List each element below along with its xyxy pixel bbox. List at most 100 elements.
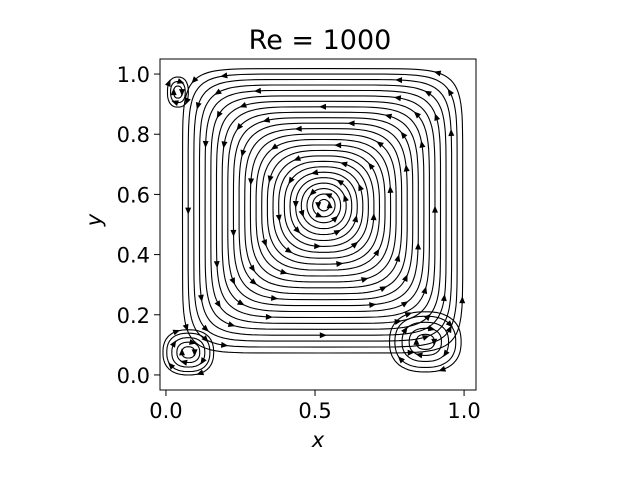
streamline-arrow bbox=[284, 246, 293, 254]
streamline-arrow bbox=[326, 201, 333, 209]
streamline bbox=[198, 84, 447, 336]
x-axis-label: x bbox=[311, 428, 325, 452]
streamline-arrow bbox=[370, 213, 377, 221]
streamline-arrow bbox=[395, 77, 403, 84]
streamline-arrow bbox=[434, 113, 441, 121]
streamline bbox=[289, 171, 358, 242]
streamline-arrow bbox=[213, 261, 220, 269]
streamline-arrow bbox=[265, 313, 273, 320]
streamline-arrow bbox=[239, 102, 247, 108]
x-axis-ticks: 0.0 0.5 1.0 bbox=[149, 390, 481, 423]
streamline-arrow bbox=[293, 226, 301, 234]
streamline-arrow bbox=[319, 332, 327, 339]
streamline-arrow bbox=[182, 323, 189, 332]
y-axis-label: y bbox=[82, 213, 106, 227]
streamline-arrow bbox=[376, 141, 384, 148]
streamline-arrow bbox=[394, 319, 402, 325]
streamline bbox=[166, 76, 189, 108]
streamline-arrow bbox=[220, 72, 228, 79]
streamline bbox=[238, 122, 408, 295]
streamline-arrow bbox=[185, 207, 192, 215]
y-tick-label: 0.8 bbox=[117, 123, 150, 147]
x-tick-label: 1.0 bbox=[447, 399, 480, 423]
streamline-arrow bbox=[171, 100, 179, 106]
streamline-arrow bbox=[350, 241, 359, 249]
streamline-arrow bbox=[369, 302, 377, 308]
streamline-arrow bbox=[309, 188, 317, 196]
streamline bbox=[317, 198, 331, 212]
streamline-arrow bbox=[334, 142, 342, 149]
streamline-arrow bbox=[237, 299, 245, 306]
streamline-arrow bbox=[433, 70, 442, 77]
streamline-arrow bbox=[352, 215, 359, 223]
streamline-arrow bbox=[343, 194, 349, 202]
streamline bbox=[255, 138, 392, 277]
streamline-arrow bbox=[165, 79, 171, 87]
streamline bbox=[261, 144, 386, 271]
streamline bbox=[394, 315, 457, 368]
streamline-arrow bbox=[415, 352, 423, 359]
streamline-arrow bbox=[423, 313, 431, 321]
streamline-arrow bbox=[200, 357, 207, 365]
streamline-arrow bbox=[261, 239, 267, 247]
streamline-arrow bbox=[422, 335, 430, 341]
streamline-arrow bbox=[253, 87, 262, 94]
streamline-arrow bbox=[191, 76, 199, 84]
streamline-arrow bbox=[275, 214, 282, 222]
streamline-arrow bbox=[424, 90, 432, 97]
streamline-arrow bbox=[170, 88, 177, 96]
y-tick-label: 1.0 bbox=[117, 63, 150, 87]
streamline-arrow bbox=[216, 110, 223, 119]
streamline-arrow bbox=[421, 286, 428, 295]
streamline-arrow bbox=[427, 325, 436, 332]
streamline bbox=[249, 133, 397, 283]
y-tick-label: 0.2 bbox=[117, 304, 150, 328]
streamline-arrow bbox=[280, 268, 288, 275]
streamline-arrow bbox=[179, 89, 185, 97]
streamline bbox=[300, 182, 347, 230]
streamline-arrow bbox=[448, 128, 455, 137]
streamline-arrow bbox=[419, 140, 426, 148]
streamline-arrow bbox=[197, 294, 204, 302]
streamline-arrow bbox=[249, 278, 257, 285]
streamline-arrow bbox=[315, 202, 322, 210]
streamline-arrow bbox=[168, 362, 176, 370]
streamline-arrow bbox=[189, 339, 197, 345]
streamline-arrow bbox=[331, 215, 339, 223]
streamline bbox=[266, 149, 381, 265]
streamline-arrow bbox=[202, 140, 209, 148]
streamline-arrow bbox=[319, 103, 326, 110]
y-tick-label: 0.6 bbox=[117, 183, 150, 207]
streamline-arrow bbox=[445, 320, 453, 328]
streamline-arrow bbox=[440, 294, 447, 302]
streamline bbox=[283, 166, 364, 247]
streamline bbox=[388, 311, 462, 373]
streamline-arrow bbox=[397, 356, 405, 364]
streamline-arrow bbox=[379, 286, 387, 293]
streamline bbox=[227, 111, 419, 307]
streamline-arrow bbox=[393, 95, 402, 102]
streamline-arrow bbox=[324, 193, 333, 199]
streamline-arrow bbox=[413, 111, 421, 119]
streamline-arrow bbox=[248, 178, 255, 186]
streamline-arrow bbox=[298, 209, 305, 218]
streamline-arrow bbox=[387, 185, 394, 193]
streamline-arrow bbox=[443, 349, 450, 357]
streamline-arrow bbox=[384, 113, 393, 120]
streamline bbox=[312, 193, 336, 218]
streamline-arrow bbox=[373, 248, 380, 257]
streamline bbox=[272, 155, 375, 259]
y-tick-label: 0.4 bbox=[117, 244, 150, 268]
streamline-arrow bbox=[401, 326, 408, 335]
streamline-arrow bbox=[185, 97, 191, 105]
streamline-arrow bbox=[333, 229, 342, 236]
streamline-arrow bbox=[270, 295, 279, 301]
streamline-arrow bbox=[230, 229, 237, 237]
streamline-arrow bbox=[262, 116, 271, 123]
streamline-arrow bbox=[360, 277, 369, 283]
y-tick-label: 0.0 bbox=[117, 364, 150, 388]
streamline-arrow bbox=[270, 143, 279, 150]
streamline-arrow bbox=[196, 369, 205, 376]
streamline-arrow bbox=[195, 102, 202, 110]
streamline-arrow bbox=[403, 164, 410, 172]
